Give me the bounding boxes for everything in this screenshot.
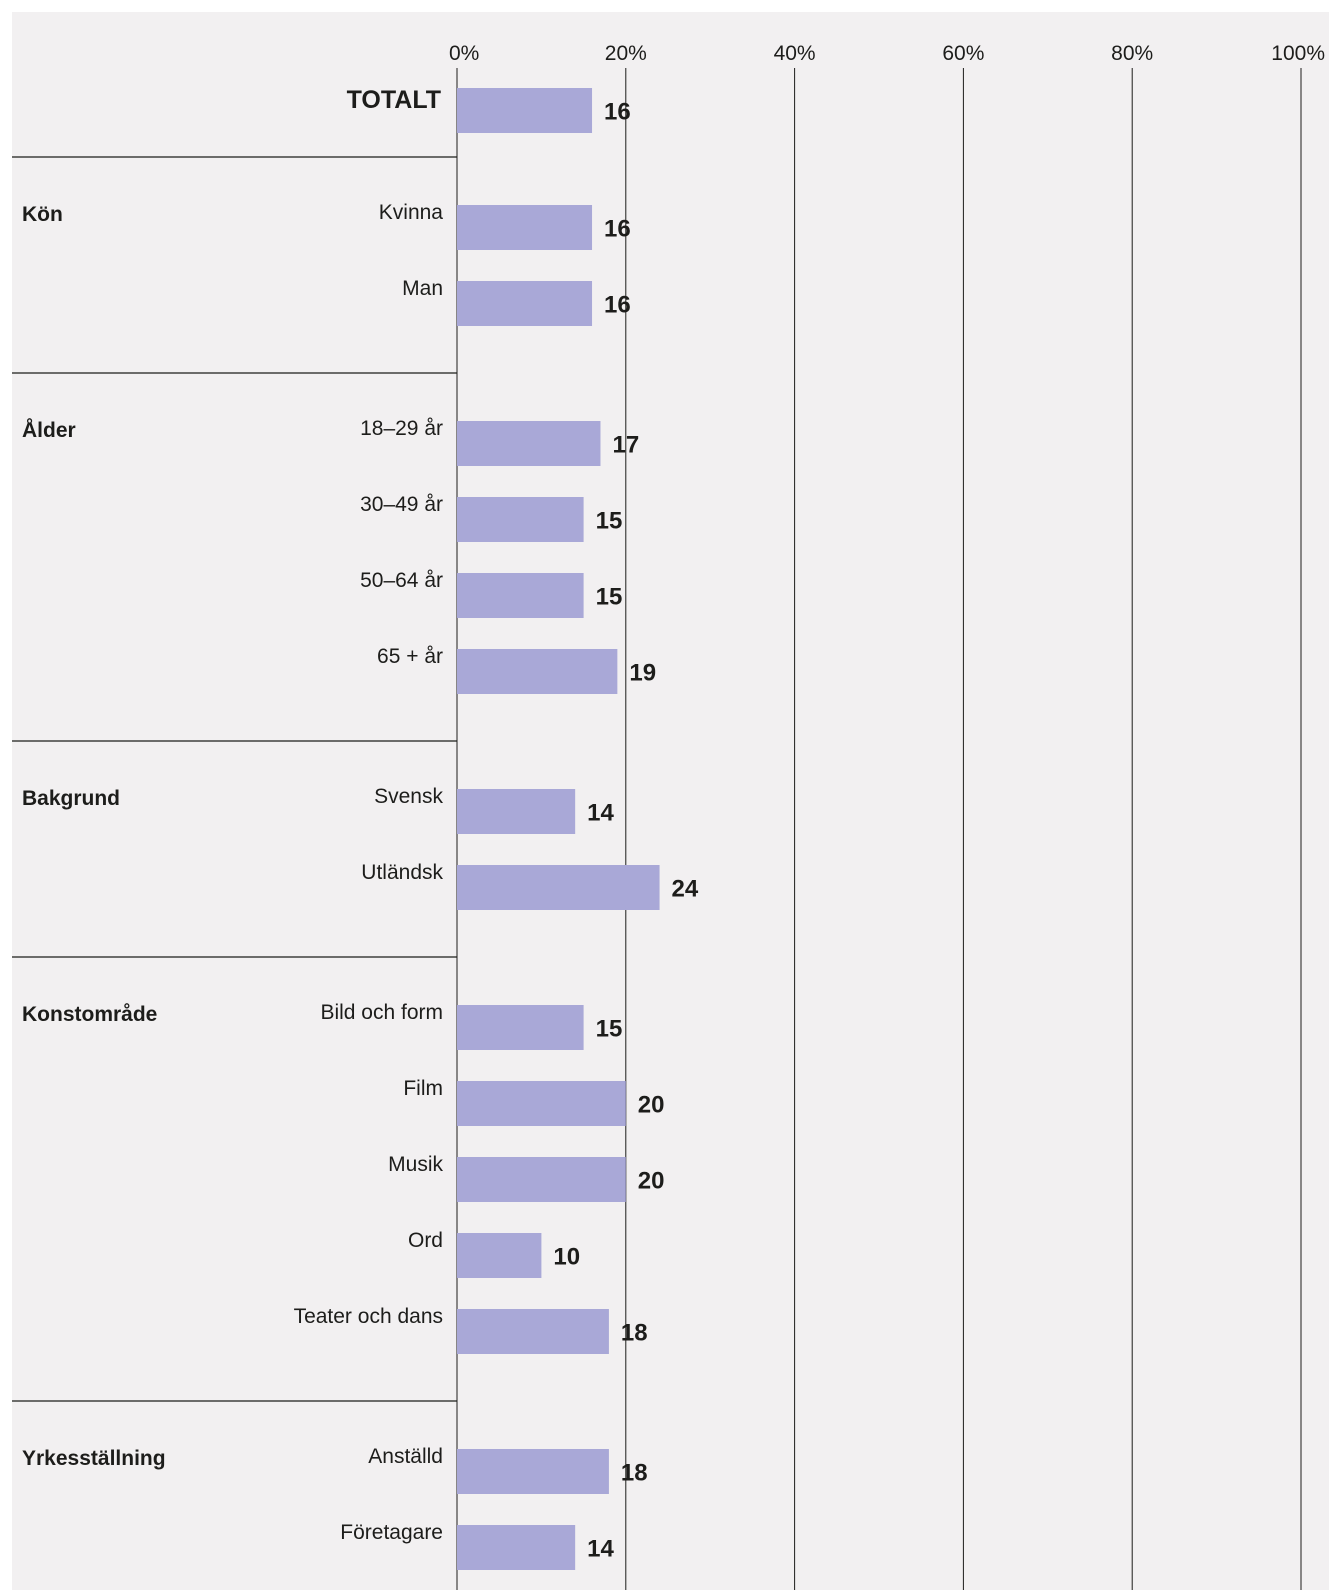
x-tick-label: 40% xyxy=(774,42,816,65)
category-label: 65 + år xyxy=(377,645,443,668)
grid-layer xyxy=(12,68,1302,1590)
category-label: 18–29 år xyxy=(360,417,443,440)
bar-value-label: 15 xyxy=(596,1016,623,1043)
chart-background xyxy=(12,12,1329,1590)
bar-value-label: 18 xyxy=(621,1460,648,1487)
bars-layer xyxy=(457,88,660,1570)
bar xyxy=(457,497,584,542)
bar-value-label: 15 xyxy=(596,508,623,535)
bar-value-label: 16 xyxy=(604,99,631,126)
bar-value-label: 20 xyxy=(638,1092,665,1119)
category-label: Ord xyxy=(408,1229,443,1252)
group-label: Kön xyxy=(22,203,63,226)
bar-value-label: 14 xyxy=(587,1536,614,1563)
x-tick-label: 60% xyxy=(942,42,984,65)
bar xyxy=(457,1449,609,1494)
category-label: Svensk xyxy=(374,785,443,808)
bar xyxy=(457,789,576,834)
bar-value-label: 18 xyxy=(621,1320,648,1347)
bar xyxy=(457,1081,626,1126)
bar-value-label: 16 xyxy=(604,216,631,243)
bar-value-label: 20 xyxy=(638,1168,665,1195)
bar xyxy=(457,421,601,466)
group-label: Ålder xyxy=(22,418,76,442)
group-label: Yrkesställning xyxy=(22,1447,166,1470)
bar xyxy=(457,1233,542,1278)
category-label: Bild och form xyxy=(320,1001,443,1024)
bar xyxy=(457,205,593,250)
bar xyxy=(457,1005,584,1050)
x-tick-label: 0% xyxy=(449,42,479,65)
bar-value-label: 24 xyxy=(672,876,699,903)
bar xyxy=(457,649,618,694)
group-label: Bakgrund xyxy=(22,787,120,810)
bar xyxy=(457,281,593,326)
x-tick-label: 100% xyxy=(1271,42,1325,65)
category-label: 50–64 år xyxy=(360,569,443,592)
total-label: TOTALT xyxy=(347,86,441,114)
x-tick-label: 20% xyxy=(605,42,647,65)
category-label: Företagare xyxy=(340,1521,443,1544)
category-label: Film xyxy=(403,1077,443,1100)
category-label: Teater och dans xyxy=(294,1305,443,1328)
bar xyxy=(457,573,584,618)
bar-value-label: 14 xyxy=(587,800,614,827)
category-label: 30–49 år xyxy=(360,493,443,516)
bar xyxy=(457,1309,609,1354)
category-label: Kvinna xyxy=(379,201,444,224)
category-label: Anställd xyxy=(368,1445,443,1468)
bar xyxy=(457,865,660,910)
group-label: Konstområde xyxy=(22,1003,157,1026)
bar-value-label: 16 xyxy=(604,292,631,319)
bar xyxy=(457,1525,576,1570)
category-label: Man xyxy=(402,277,443,300)
category-label: Musik xyxy=(388,1153,443,1176)
bar-value-label: 19 xyxy=(629,660,656,687)
bar-value-label: 15 xyxy=(596,584,623,611)
x-tick-label: 80% xyxy=(1111,42,1153,65)
category-label: Utländsk xyxy=(361,861,443,884)
bar-value-label: 10 xyxy=(553,1244,580,1271)
bar xyxy=(457,88,593,133)
bar xyxy=(457,1157,626,1202)
labels-layer: 0% 20% 40% 60% 80% 100% 16 TOTALT Kön 16 Kvinna 16 M… xyxy=(22,42,1325,1563)
bar-value-label: 17 xyxy=(612,432,639,459)
